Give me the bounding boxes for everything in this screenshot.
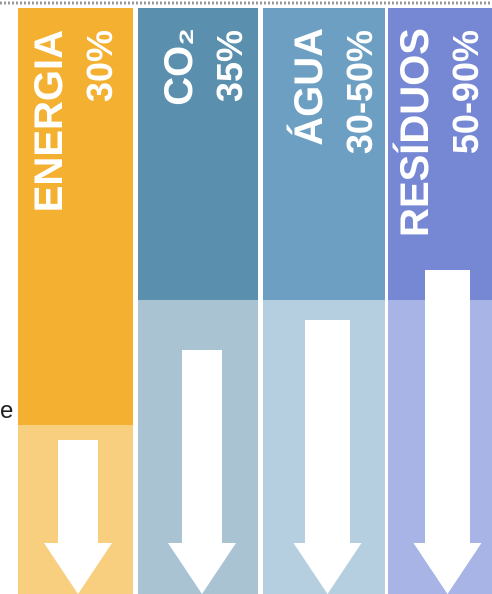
arrow-shaft [425, 270, 470, 545]
column-label: ÁGUA [286, 28, 331, 146]
column-value: 35% [209, 30, 250, 102]
arrow-shaft [305, 320, 350, 545]
column-top [138, 8, 258, 300]
column-value: 50-90% [445, 30, 486, 154]
column-top [388, 8, 492, 300]
arrow-shaft [182, 350, 222, 545]
column-top [18, 8, 133, 425]
arrow-head [168, 543, 236, 594]
edge-fragment: e [0, 397, 13, 424]
arrow-head [413, 543, 482, 594]
column-label: ENERGIA [27, 30, 71, 212]
column-value: 30% [79, 30, 120, 102]
column-label: RESÍDUOS [392, 28, 437, 237]
column-label: CO₂ [157, 28, 201, 106]
column-top [263, 8, 385, 300]
arrow-shaft [58, 440, 98, 545]
column-value: 30-50% [339, 30, 380, 154]
arrow-head [44, 543, 112, 594]
arrow-head [293, 543, 362, 594]
